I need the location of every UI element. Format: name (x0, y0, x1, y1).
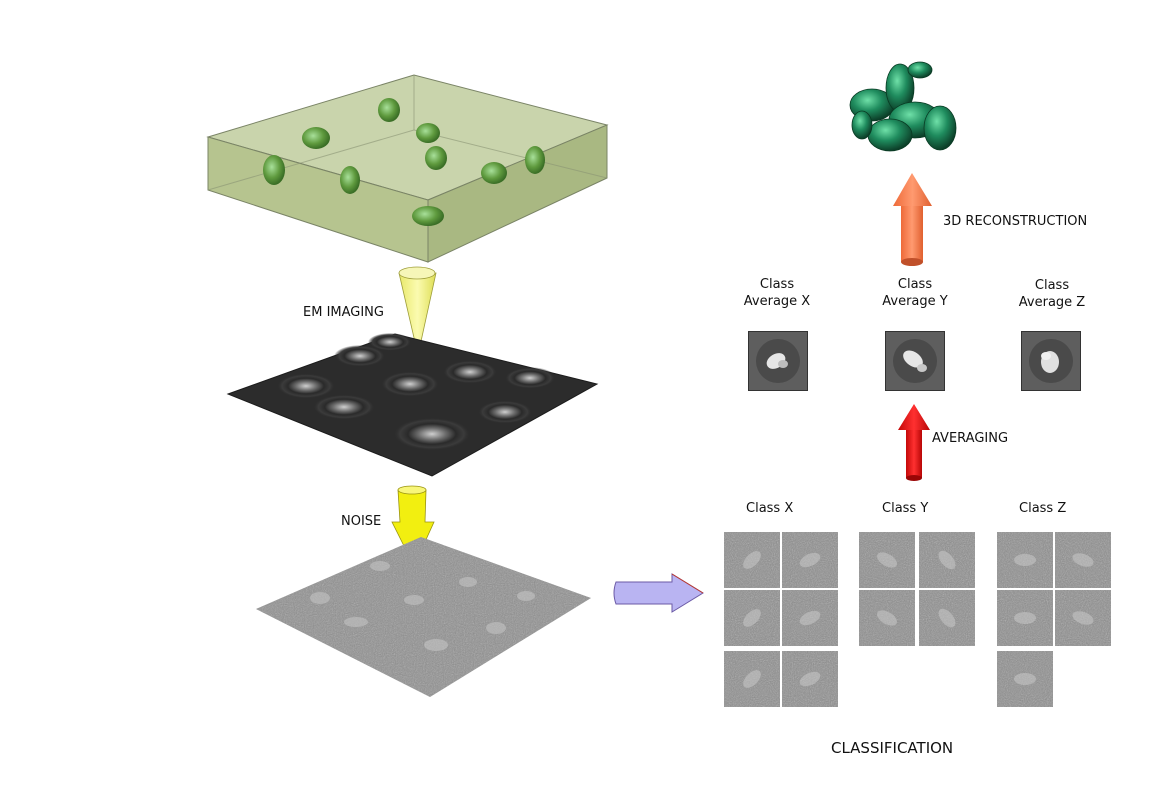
reconstruction-arrow (893, 173, 932, 266)
particle (481, 162, 507, 184)
class-average-z-line2: Average Z (1018, 295, 1086, 310)
class-average-z-line1: Class (1034, 278, 1070, 293)
averaging-arrow (898, 404, 930, 481)
class-tile (782, 532, 838, 588)
class-average-x-line2: Average X (743, 294, 811, 309)
class-z-label: Class Z (1019, 501, 1067, 516)
class-tile (859, 590, 915, 646)
class-average-y-label: Class Average Y (868, 276, 962, 310)
class-average-y-line2: Average Y (882, 294, 948, 309)
class-tile (919, 532, 975, 588)
class-tile (997, 532, 1053, 588)
particle (416, 123, 440, 143)
class-tile (919, 590, 975, 646)
classification-arrow (613, 573, 704, 613)
averaging-label: AVERAGING (932, 431, 1009, 446)
noise-arrow (391, 485, 435, 567)
class-tile (782, 590, 838, 646)
classification-label: CLASSIFICATION (831, 739, 954, 757)
reconstruction-model (849, 61, 957, 152)
class-y-label: Class Y (882, 501, 929, 516)
class-average-x-image (748, 331, 808, 391)
particle (412, 206, 444, 226)
class-tile (724, 651, 780, 707)
class-tile (1055, 590, 1111, 646)
class-tile (997, 590, 1053, 646)
reconstruction-label: 3D RECONSTRUCTION (943, 214, 1088, 229)
particle (340, 166, 360, 194)
particle (378, 98, 400, 122)
noise-label: NOISE (341, 514, 382, 529)
noisy-image-plane (256, 537, 591, 697)
particle (425, 146, 447, 170)
specimen-box (206, 74, 609, 263)
em-imaging-label: EM IMAGING (303, 305, 384, 320)
class-tile (859, 532, 915, 588)
class-average-x-label: Class Average X (732, 276, 822, 310)
class-tile (782, 651, 838, 707)
particle (302, 127, 330, 149)
class-tile (997, 651, 1053, 707)
particle (525, 146, 545, 174)
class-tile (1055, 532, 1111, 588)
class-x-label: Class X (746, 501, 794, 516)
class-average-y-image (885, 331, 945, 391)
em-imaging-arrow (398, 266, 437, 356)
em-image-plane (226, 333, 599, 477)
class-average-z-label: Class Average Z (1006, 277, 1098, 311)
class-tile (724, 590, 780, 646)
class-average-z-image (1021, 331, 1081, 391)
class-average-x-line1: Class (759, 277, 795, 292)
protein-particles (263, 98, 545, 226)
class-average-y-line1: Class (897, 277, 933, 292)
class-tile (724, 532, 780, 588)
particle (263, 155, 285, 185)
